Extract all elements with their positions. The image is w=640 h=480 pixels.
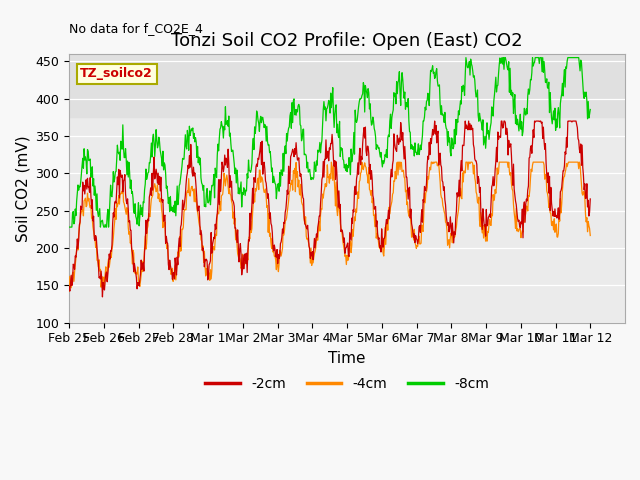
Title: Tonzi Soil CO2 Profile: Open (East) CO2: Tonzi Soil CO2 Profile: Open (East) CO2 [172,32,523,49]
Bar [69,54,625,117]
Text: No data for f_CO2E_4: No data for f_CO2E_4 [69,22,203,35]
X-axis label: Time: Time [328,351,366,366]
Legend: -2cm, -4cm, -8cm: -2cm, -4cm, -8cm [200,371,495,396]
Y-axis label: Soil CO2 (mV): Soil CO2 (mV) [15,135,30,241]
Text: TZ_soilco2: TZ_soilco2 [80,67,153,80]
